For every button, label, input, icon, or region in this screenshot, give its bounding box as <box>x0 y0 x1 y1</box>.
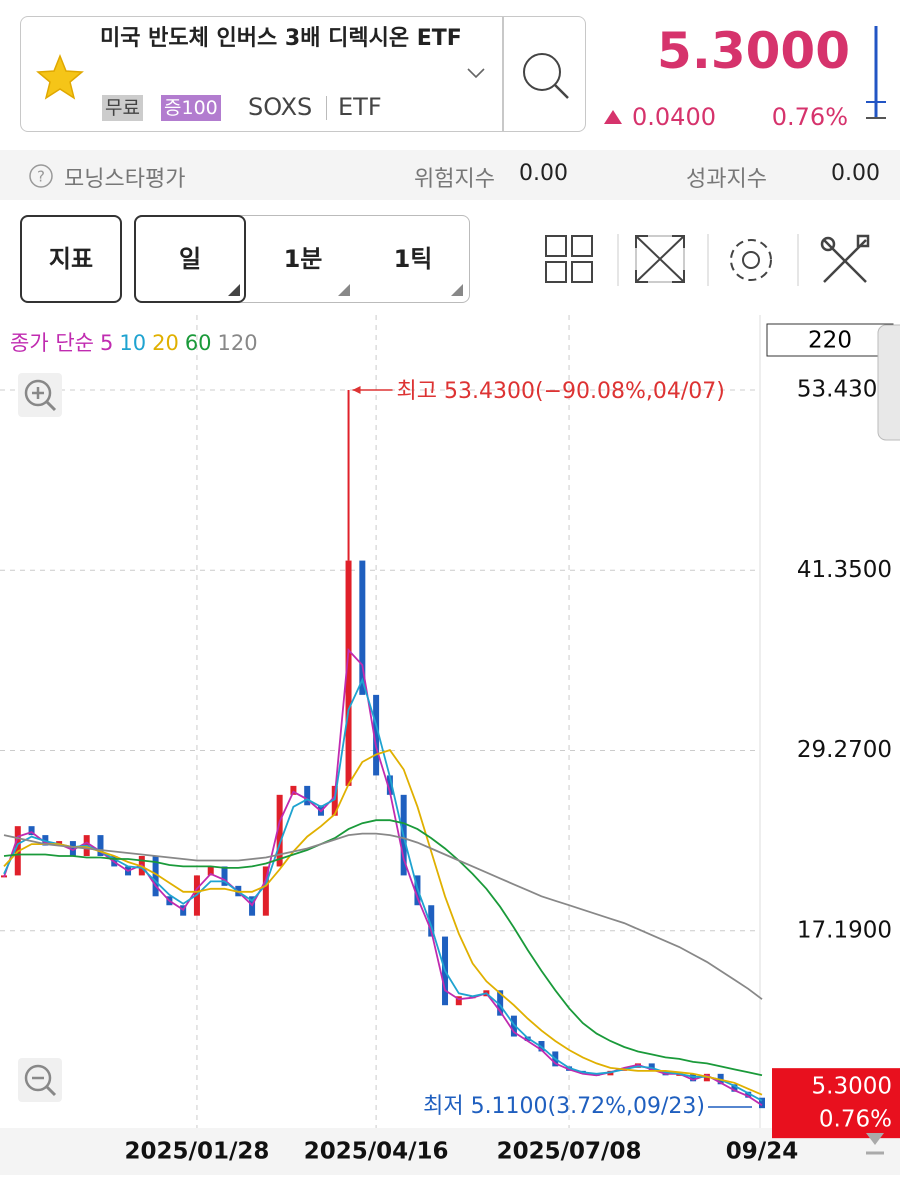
price-chart: 53.4300 41.3500 29.2700 17.1900 2025/01/28 20… <box>0 315 900 1175</box>
stock-code: SOXS <box>248 93 313 121</box>
x-tick-label: 2025/04/16 <box>304 1139 449 1165</box>
zoom-button[interactable] <box>18 1058 62 1102</box>
legend-title: 종가 단순 <box>10 331 94 355</box>
price-tag-value: 5.3000 <box>812 1074 892 1100</box>
price-tag <box>772 1068 900 1139</box>
zoom-button[interactable] <box>18 373 62 417</box>
axis-panel <box>760 315 900 1128</box>
candle <box>207 866 214 876</box>
help-icon[interactable]: ? <box>28 163 54 189</box>
high-annotation: 최고 53.4300(−90.08%,04/07) <box>397 379 725 404</box>
y-tick-label: 41.3500 <box>797 557 892 583</box>
candle <box>759 1097 765 1109</box>
zoom-lens <box>24 379 52 407</box>
candle <box>69 841 76 857</box>
zoom-lens <box>24 1064 52 1092</box>
ma-line <box>3 648 763 1106</box>
y-tick-label: 29.2700 <box>797 737 892 763</box>
stock-kind: ETF <box>338 93 382 121</box>
ratings-bar <box>0 150 900 200</box>
indicator-button[interactable]: 지표 <box>20 215 122 303</box>
period-tick[interactable]: 1틱 <box>393 245 433 273</box>
morningstar-label: 모닝스타평가 <box>64 167 186 192</box>
x-tick-label: 09/24 <box>726 1139 798 1165</box>
legend-entry: 20 <box>152 331 179 355</box>
tag-margin: 증100 <box>161 95 221 121</box>
up-triangle <box>604 110 622 124</box>
candle <box>373 694 380 776</box>
x-tick-label: 2025/07/08 <box>497 1139 642 1165</box>
period-minute[interactable]: 1분 <box>283 245 323 273</box>
count-box <box>766 323 894 357</box>
candle <box>304 785 311 806</box>
visible-count: 220 <box>808 328 852 354</box>
x-axis-band <box>0 1128 900 1175</box>
high-arrowhead <box>352 386 361 395</box>
candle <box>28 826 35 836</box>
legend-entry: 5 <box>100 331 113 355</box>
legend-entry: 120 <box>218 331 258 355</box>
candle <box>731 1084 738 1092</box>
candle <box>331 785 338 816</box>
candle <box>510 1015 517 1037</box>
risk-value: 0.00 <box>519 161 568 186</box>
candle <box>497 990 504 1016</box>
ma-line <box>3 832 763 1000</box>
zoom-bg <box>18 373 62 417</box>
candle <box>359 560 366 695</box>
candle <box>745 1091 752 1098</box>
stock-title: 미국 반도체 인버스 3배 디렉시온 ETF <box>100 26 462 51</box>
divider <box>502 17 504 131</box>
scroll-tab <box>877 324 900 441</box>
perf-value: 0.00 <box>831 161 880 186</box>
price-change-pct: 0.76% <box>771 103 848 131</box>
candle <box>221 866 228 886</box>
ma-line <box>3 749 763 1096</box>
candle <box>152 856 159 897</box>
divider <box>326 96 327 120</box>
scroll-down <box>866 1133 884 1145</box>
ma-line <box>3 819 763 1077</box>
perf-label: 성과지수 <box>686 167 767 192</box>
ma-line <box>3 677 763 1102</box>
low-annotation: 최저 5.1100(3.72%,09/23) <box>423 1094 705 1119</box>
y-tick-label: 17.1900 <box>797 917 892 943</box>
tag-free: 무료 <box>102 95 143 121</box>
candle <box>345 560 352 786</box>
candle <box>276 794 283 867</box>
risk-label: 위험지수 <box>414 167 495 192</box>
zoom-handle <box>45 1085 57 1097</box>
y-tick-label: 53.4300 <box>797 377 892 403</box>
x-tick-label: 2025/01/28 <box>125 1139 270 1165</box>
candle <box>386 775 393 795</box>
current-price: 5.3000 <box>657 22 850 80</box>
candle <box>97 835 104 857</box>
zoom-bg <box>18 1058 62 1102</box>
legend: 종가 단순 5 10 20 60 120 <box>10 331 258 355</box>
search-button[interactable] <box>518 48 574 104</box>
candle <box>290 785 297 795</box>
period-corners <box>228 284 463 296</box>
legend-entry: 60 <box>185 331 212 355</box>
period-day[interactable]: 일 <box>134 215 246 303</box>
candle <box>455 996 462 1006</box>
favorite-star[interactable] <box>36 54 84 100</box>
candle <box>428 905 435 937</box>
candle <box>262 866 269 916</box>
svg-text:?: ? <box>37 168 45 186</box>
price-change: 0.0400 <box>632 103 716 131</box>
mini-range <box>866 26 886 119</box>
toolbar-icons[interactable] <box>540 230 880 290</box>
legend-entry: 10 <box>119 331 146 355</box>
price-tag-change: 0.76% <box>819 1107 892 1133</box>
zoom-handle <box>45 400 57 412</box>
candle <box>676 1073 683 1076</box>
stock-header <box>20 16 586 132</box>
dropdown-icon[interactable] <box>466 66 486 80</box>
